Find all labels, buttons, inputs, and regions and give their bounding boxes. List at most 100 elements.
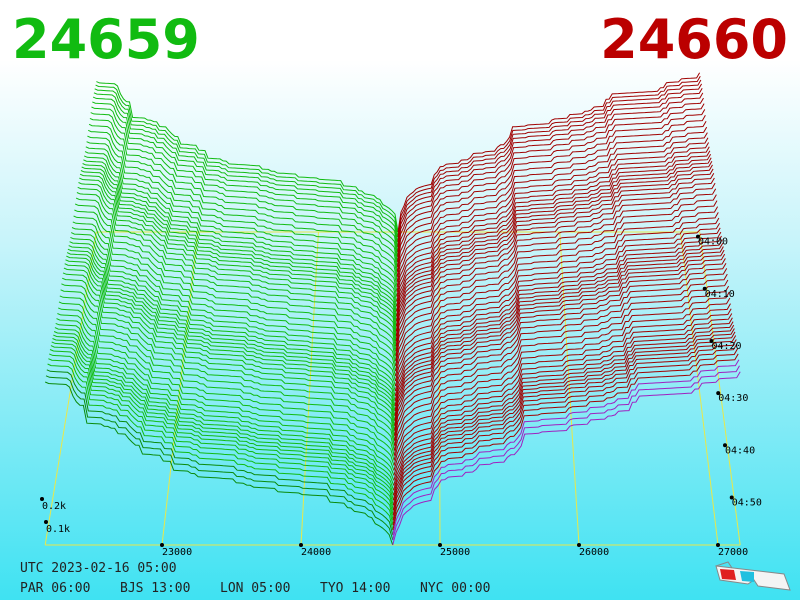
bid-depth-line [55, 322, 395, 481]
ask-depth-line [393, 291, 730, 461]
bid-depth-line [54, 327, 395, 486]
bid-depth-line [51, 341, 394, 506]
zone-time: LON 05:00 [220, 581, 290, 596]
ask-depth-line [396, 115, 706, 277]
ask-depth-line [394, 262, 727, 436]
price-grid-line [161, 231, 199, 546]
bid-depth-line [64, 263, 396, 426]
bid-depth-line [70, 236, 396, 392]
ask-depth-line [392, 343, 738, 521]
bid-depth-line [91, 106, 398, 262]
bid-depth-line [61, 283, 395, 446]
bid-depth-line [79, 173, 397, 332]
time-tick [702, 286, 707, 291]
depth-label: 0.1k [46, 524, 70, 535]
bid-depth-line [49, 349, 394, 516]
price-tick [160, 543, 164, 547]
price-tick [299, 543, 303, 547]
ask-depth-line [392, 331, 736, 506]
ask-depth-line [397, 83, 703, 247]
bid-depth-line [88, 123, 398, 277]
depth-tick [40, 497, 44, 501]
ask-depth-line [394, 227, 721, 392]
bid-depth-line [57, 313, 395, 471]
ask-depth-line [395, 212, 719, 377]
depth-curves [44, 72, 741, 546]
ask-depth-line [394, 242, 724, 411]
bid-depth-line [58, 301, 395, 461]
bid-depth-line [95, 84, 399, 238]
floor-edge [699, 231, 741, 546]
time-label: 04:00 [698, 237, 728, 248]
ask-depth-line [395, 194, 717, 362]
ask-depth-line [393, 297, 731, 466]
ask-depth-line [395, 200, 718, 367]
bid-depth-line [65, 259, 396, 421]
ask-depth-line [397, 97, 704, 262]
floor-edge [44, 231, 97, 546]
bid-depth-line [77, 186, 397, 347]
price-label: 25000 [440, 547, 470, 558]
ask-depth-line [397, 87, 703, 252]
ask-depth-line [392, 335, 737, 511]
ask-depth-line [397, 76, 701, 238]
ask-depth-line [396, 109, 706, 272]
ask-depth-line [394, 253, 726, 426]
time-label: 04:10 [705, 289, 735, 300]
time-label: 04:50 [732, 497, 762, 508]
ask-depth-line [396, 132, 708, 292]
ask-depth-line [392, 348, 739, 526]
bid-depth-line [92, 96, 399, 252]
ask-depth-line [392, 371, 741, 546]
ask-depth-line [396, 137, 709, 297]
time-tick [695, 234, 700, 239]
ask-depth-line [396, 146, 710, 307]
bid-depth-line [90, 112, 398, 267]
ask-depth-line [394, 246, 724, 416]
bid-depth-line [44, 381, 394, 546]
ask-depth-line [396, 150, 711, 312]
bid-depth-line [85, 146, 398, 297]
ask-depth-line [394, 239, 723, 407]
price-tick [577, 543, 581, 547]
bid-depth-line [74, 209, 397, 367]
bid-depth-line [86, 141, 398, 292]
price-label: 24000 [301, 547, 331, 558]
ask-depth-line [396, 126, 708, 287]
zone-time: NYC 00:00 [420, 581, 490, 596]
bid-depth-line [92, 101, 399, 257]
ask-depth-line [392, 359, 740, 536]
time-label: 04:20 [711, 341, 741, 352]
ask-depth-line [394, 222, 721, 387]
bid-depth-line [71, 227, 396, 382]
bid-depth-line [62, 277, 395, 441]
bid-depth-line [66, 255, 396, 416]
ask-depth-line [397, 92, 704, 257]
3d-glasses-icon [715, 561, 791, 591]
bid-depth-line [80, 170, 397, 327]
ask-depth-line [392, 365, 740, 541]
utc-time: UTC 2023-02-16 05:00 [20, 561, 177, 576]
ask-depth-line [393, 317, 733, 486]
time-label: 04:30 [718, 393, 748, 404]
time-tick [729, 495, 734, 500]
ask-depth-line [396, 103, 705, 267]
zone-time: PAR 06:00 [20, 581, 90, 596]
ask-depth-line [392, 353, 739, 531]
price-tick [716, 543, 720, 547]
ask-depth-line [395, 168, 714, 337]
ask-depth-line [394, 249, 725, 421]
depth-label: 0.2k [42, 501, 66, 512]
bid-depth-line [45, 375, 394, 541]
bid-depth-line [56, 318, 395, 476]
bid-depth-line [53, 334, 394, 496]
bid-depth-line [75, 197, 397, 357]
bid-depth-line [66, 252, 396, 412]
bid-depth-line [87, 129, 398, 282]
bid-depth-line [76, 192, 397, 352]
ask-depth-line [393, 324, 735, 496]
bid-depth-line [93, 92, 399, 247]
bid-depth-line [53, 331, 395, 491]
ask-depth-line [393, 308, 732, 476]
